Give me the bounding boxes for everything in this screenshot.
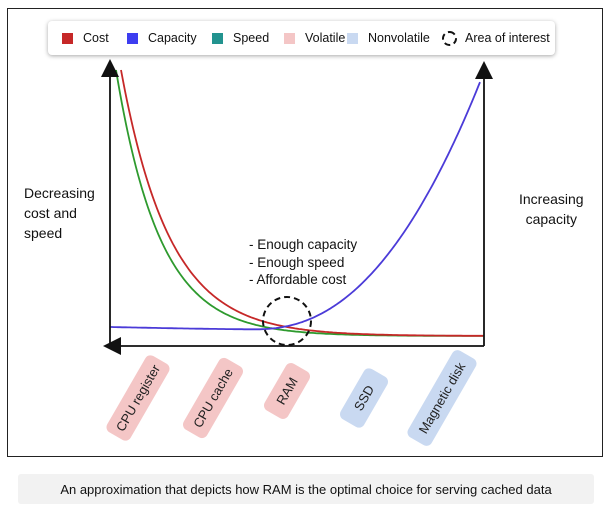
tier-magnetic-disk: Magnetic disk [407, 350, 477, 446]
legend-label: Volatile [305, 31, 346, 45]
legend-item-cost: Cost [62, 21, 109, 55]
legend-label: Capacity [148, 31, 197, 45]
caption: An approximation that depicts how RAM is… [18, 474, 594, 504]
tier-box [106, 355, 170, 441]
legend-item-area-of-interest: Area of interest [442, 21, 550, 55]
tier-ram: RAM [264, 363, 310, 419]
legend-swatch [62, 32, 73, 44]
legend-swatch [127, 32, 138, 44]
speed-curve [115, 69, 484, 337]
tier-box [340, 368, 388, 428]
legend-item-nonvolatile: Nonvolatile [347, 21, 430, 55]
tier-cpu-cache: CPU cache [183, 357, 243, 439]
cost-curve [120, 69, 483, 337]
legend-item-speed: Speed [212, 21, 269, 55]
legend-label: Area of interest [465, 31, 550, 45]
tier-box [264, 363, 310, 419]
legend-label: Nonvolatile [368, 31, 430, 45]
right-axis-label: Increasing capacity [519, 191, 584, 227]
legend-swatch [212, 32, 223, 44]
tier-box [407, 350, 477, 446]
legend-label: Cost [83, 31, 109, 45]
area-of-interest-circle [262, 296, 312, 346]
annotation-text: - Enough capacity - Enough speed - Affor… [249, 237, 358, 287]
dashed-circle-icon [442, 30, 457, 46]
legend-swatch [284, 32, 295, 44]
tier-box [183, 357, 243, 439]
legend-item-volatile: Volatile [284, 21, 345, 55]
tier-ssd: SSD [340, 368, 388, 428]
legend-item-capacity: Capacity [127, 21, 197, 55]
legend: Cost Capacity Speed Volatile Nonvolatile Area… [48, 21, 555, 55]
capacity-curve [110, 81, 481, 331]
tier-cpu-register: CPU register [106, 355, 170, 441]
left-axis-label: Decreasing cost and speed [24, 185, 95, 241]
legend-label: Speed [233, 31, 270, 45]
legend-swatch [347, 32, 358, 44]
